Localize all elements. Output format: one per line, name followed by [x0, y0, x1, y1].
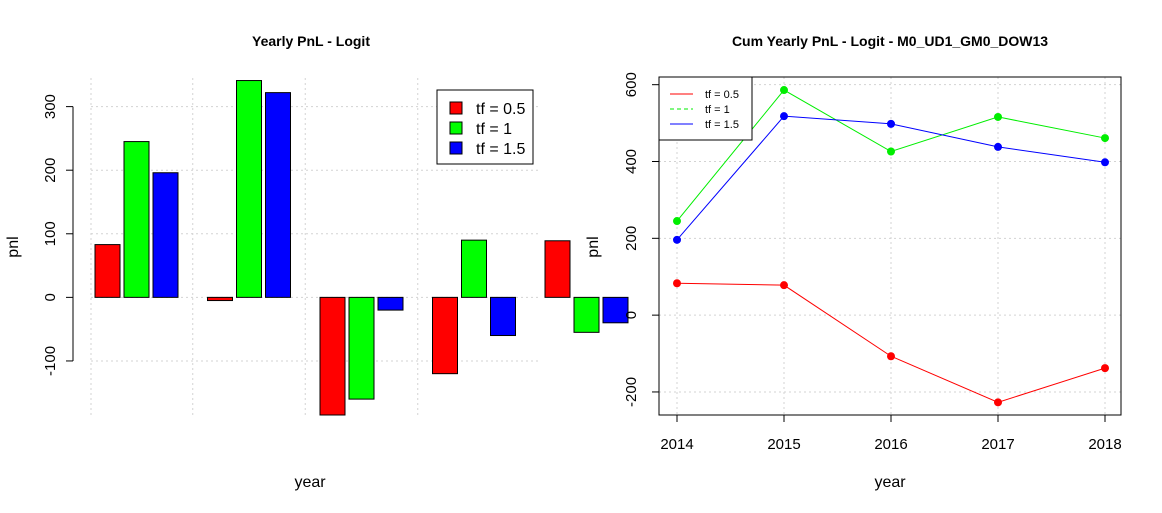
line-plot-frame — [658, 76, 1122, 416]
line-legend-label-3: tf = 1.5 — [705, 119, 739, 131]
bar-2015-series-1 — [207, 296, 233, 302]
line-point-2018-series-2 — [1101, 134, 1109, 143]
bar-y-tick-label: 200 — [42, 158, 59, 183]
bar-2014-series-2 — [123, 141, 150, 298]
line-point-2014-series-3 — [673, 235, 681, 244]
line-point-2014-series-2 — [673, 217, 681, 226]
line-legend-box — [658, 76, 753, 141]
line-y-tick-label: 0 — [623, 311, 640, 319]
line-x-tick-label: 2016 — [874, 436, 907, 453]
line-point-2015-series-2 — [780, 86, 788, 95]
bar-legend-swatch-2 — [449, 121, 463, 135]
bar-2016-series-1 — [319, 296, 346, 416]
bar-2014-series-3 — [152, 172, 179, 298]
line-y-tick-label: -200 — [623, 377, 640, 407]
bar-2018-series-3 — [602, 296, 629, 324]
line-point-2016-series-2 — [887, 147, 895, 156]
bar-2017-series-1 — [432, 296, 458, 375]
bar-2015-series-2 — [236, 80, 262, 298]
line-x-axis-label: year — [874, 474, 906, 491]
bar-chart-title: Yearly PnL - Logit — [252, 33, 370, 49]
line-point-2018-series-1 — [1101, 364, 1109, 373]
line-y-axis-label: pnl — [585, 236, 602, 257]
bar-2017-series-3 — [490, 296, 516, 337]
line-y-tick-label: 600 — [623, 72, 640, 97]
bar-legend-swatch-1 — [449, 101, 463, 115]
line-legend-label-1: tf = 0.5 — [705, 89, 739, 101]
bar-2014-series-1 — [94, 244, 121, 298]
line-point-2015-series-3 — [780, 112, 788, 121]
line-x-tick-label: 2017 — [981, 436, 1014, 453]
line-point-2015-series-1 — [780, 281, 788, 290]
bar-2015-series-3 — [265, 92, 291, 298]
line-legend-label-2: tf = 1 — [705, 104, 730, 116]
bar-2018-series-2 — [573, 296, 600, 333]
bar-legend-label-1: tf = 0.5 — [476, 101, 525, 118]
line-x-tick-label: 2018 — [1088, 436, 1121, 453]
line-y-tick-label: 200 — [623, 226, 640, 251]
bar-2018-series-1 — [544, 240, 571, 298]
bar-2017-series-2 — [461, 239, 487, 298]
line-point-2017-series-3 — [994, 142, 1002, 151]
bar-legend-label-2: tf = 1 — [476, 121, 512, 138]
line-chart-title: Cum Yearly PnL - Logit - M0_UD1_GM0_DOW1… — [732, 33, 1048, 49]
bar-legend-swatch-3 — [449, 141, 463, 155]
line-x-tick-label: 2014 — [660, 436, 693, 453]
bar-x-axis-label: year — [294, 474, 326, 491]
bar-y-tick-label: 0 — [42, 293, 59, 301]
line-point-2018-series-3 — [1101, 158, 1109, 167]
line-x-tick-label: 2015 — [767, 436, 800, 453]
bar-y-tick-label: 100 — [42, 221, 59, 246]
bar-y-tick-label: -100 — [42, 346, 59, 376]
bar-2016-series-2 — [348, 296, 375, 400]
bar-y-axis-label: pnl — [5, 236, 22, 257]
line-y-tick-label: 400 — [623, 149, 640, 174]
line-point-2014-series-1 — [673, 279, 681, 288]
line-point-2017-series-1 — [994, 398, 1002, 407]
bar-2016-series-3 — [377, 296, 404, 311]
bar-legend-label-3: tf = 1.5 — [476, 141, 525, 158]
line-point-2016-series-1 — [887, 352, 895, 361]
bar-y-tick-label: 300 — [42, 94, 59, 119]
line-point-2017-series-2 — [994, 112, 1002, 121]
line-point-2016-series-3 — [887, 119, 895, 128]
